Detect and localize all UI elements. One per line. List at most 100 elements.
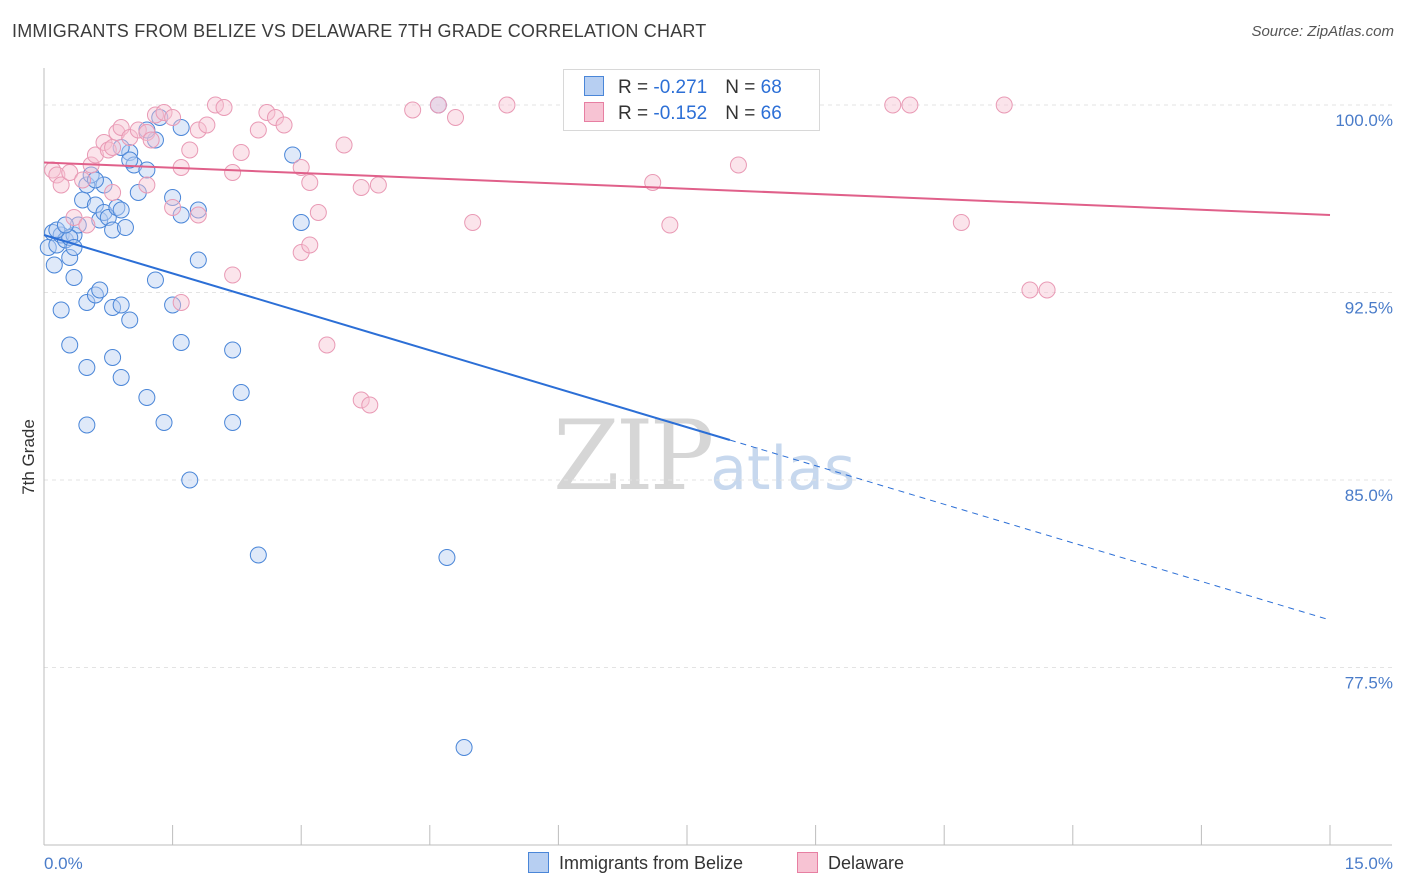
bottom-legend-belize: Immigrants from Belize	[528, 852, 743, 874]
data-point-delaware	[301, 236, 319, 254]
y-axis-label: 7th Grade	[19, 419, 38, 495]
data-point-delaware	[369, 176, 387, 194]
data-point-delaware	[164, 199, 182, 216]
data-point-belize	[284, 146, 302, 164]
data-point-delaware	[52, 176, 70, 194]
data-point-delaware	[498, 96, 516, 114]
trend-line-delaware	[43, 161, 1331, 216]
series-belize-points	[39, 96, 473, 756]
data-point-belize	[146, 271, 164, 289]
legend-r-value-belize: -0.271	[653, 77, 708, 98]
data-point-delaware	[352, 391, 370, 409]
data-point-delaware	[224, 164, 242, 181]
data-point-delaware	[164, 109, 182, 126]
data-point-delaware	[104, 184, 122, 201]
legend-swatch-delaware	[584, 102, 604, 122]
data-point-delaware	[258, 104, 276, 121]
data-point-delaware	[884, 96, 902, 114]
data-point-belize	[189, 201, 207, 219]
data-point-belize	[164, 189, 182, 206]
data-point-belize	[181, 471, 199, 489]
data-point-delaware	[172, 294, 190, 311]
bottom-legend-delaware: Delaware	[797, 852, 904, 874]
legend-r-value-delaware: -0.152	[653, 103, 708, 124]
y-tick-label: 85.0%	[1345, 486, 1393, 505]
legend-n-label-delaware: N =	[725, 103, 761, 124]
data-point-delaware	[318, 336, 336, 354]
y-tick-label: 100.0%	[1335, 111, 1393, 130]
data-point-delaware	[155, 104, 173, 121]
data-point-delaware	[292, 159, 310, 176]
legend-n-value-delaware: 66	[760, 103, 782, 124]
data-point-delaware	[901, 96, 919, 114]
axis-labels: 100.0% 92.5% 85.0% 77.5% 0.0% 15.0% 7th Grade	[19, 111, 1393, 873]
bottom-legend-swatch-delaware	[797, 852, 818, 873]
data-point-delaware	[952, 214, 970, 231]
data-point-delaware	[142, 131, 160, 149]
data-point-delaware	[86, 146, 104, 164]
data-point-delaware	[215, 99, 233, 116]
data-point-belize	[249, 546, 267, 564]
y-tick-label: 92.5%	[1345, 299, 1393, 318]
legend-r-label-delaware: R =	[618, 103, 654, 124]
y-tick-label: 77.5%	[1345, 674, 1393, 693]
data-point-delaware	[447, 109, 465, 126]
data-point-belize	[292, 214, 310, 231]
data-point-belize	[91, 281, 109, 299]
data-point-belize	[189, 251, 207, 269]
data-point-belize	[45, 256, 63, 274]
data-point-delaware	[198, 116, 216, 134]
data-point-delaware	[224, 266, 242, 284]
data-point-belize	[65, 269, 83, 286]
axes	[43, 68, 1392, 846]
data-point-belize	[224, 341, 242, 359]
data-point-belize	[121, 151, 139, 169]
data-point-delaware	[1038, 281, 1056, 299]
watermark-atlas: atlas	[710, 434, 856, 504]
data-point-belize	[61, 336, 79, 354]
data-point-delaware	[361, 396, 379, 414]
legend-row-belize: R = -0.271 N = 68	[584, 76, 782, 102]
bottom-legend-label-belize: Immigrants from Belize	[559, 853, 744, 873]
data-point-belize	[438, 549, 456, 566]
data-point-delaware	[309, 204, 327, 221]
x-tick-label: 15.0%	[1345, 854, 1393, 873]
data-point-delaware	[104, 139, 122, 156]
data-point-delaware	[232, 144, 250, 161]
series-delaware-points	[44, 96, 1056, 414]
trend-line-belize	[43, 234, 731, 441]
data-point-delaware	[464, 214, 482, 231]
source-credit: Source: ZipAtlas.com	[1251, 23, 1394, 40]
legend-r-label-belize: R =	[618, 77, 654, 98]
data-point-belize	[52, 301, 70, 319]
x-tick-label: 0.0%	[44, 854, 83, 873]
data-point-delaware	[275, 116, 293, 134]
data-point-delaware	[74, 171, 92, 189]
data-point-belize	[104, 349, 122, 366]
watermark: ZIPatlas	[553, 400, 855, 512]
data-point-delaware	[189, 206, 207, 224]
legend-row-delaware: R = -0.152 N = 66	[584, 102, 782, 128]
data-point-belize	[78, 359, 96, 376]
data-point-belize	[121, 311, 139, 329]
data-point-delaware	[335, 136, 353, 154]
data-point-delaware	[78, 216, 96, 234]
data-point-belize	[112, 201, 130, 219]
data-point-delaware	[138, 176, 156, 194]
data-point-belize	[232, 384, 250, 401]
data-point-belize	[61, 249, 79, 266]
data-point-delaware	[181, 141, 199, 159]
data-point-belize	[138, 161, 156, 179]
data-point-belize	[78, 416, 96, 434]
legend-n-label-belize: N =	[725, 77, 761, 98]
correlation-legend: R = -0.271 N = 68 R = -0.152 N = 66	[563, 69, 820, 131]
trend-line-belize-extrapolated	[729, 439, 1331, 621]
data-point-belize	[172, 334, 190, 351]
watermark-zip: ZIP	[553, 400, 714, 512]
data-point-delaware	[729, 156, 747, 174]
data-point-delaware	[995, 96, 1013, 114]
data-point-belize	[155, 414, 173, 431]
data-point-belize	[112, 296, 130, 314]
data-point-delaware	[65, 209, 83, 226]
data-point-delaware	[48, 166, 66, 184]
